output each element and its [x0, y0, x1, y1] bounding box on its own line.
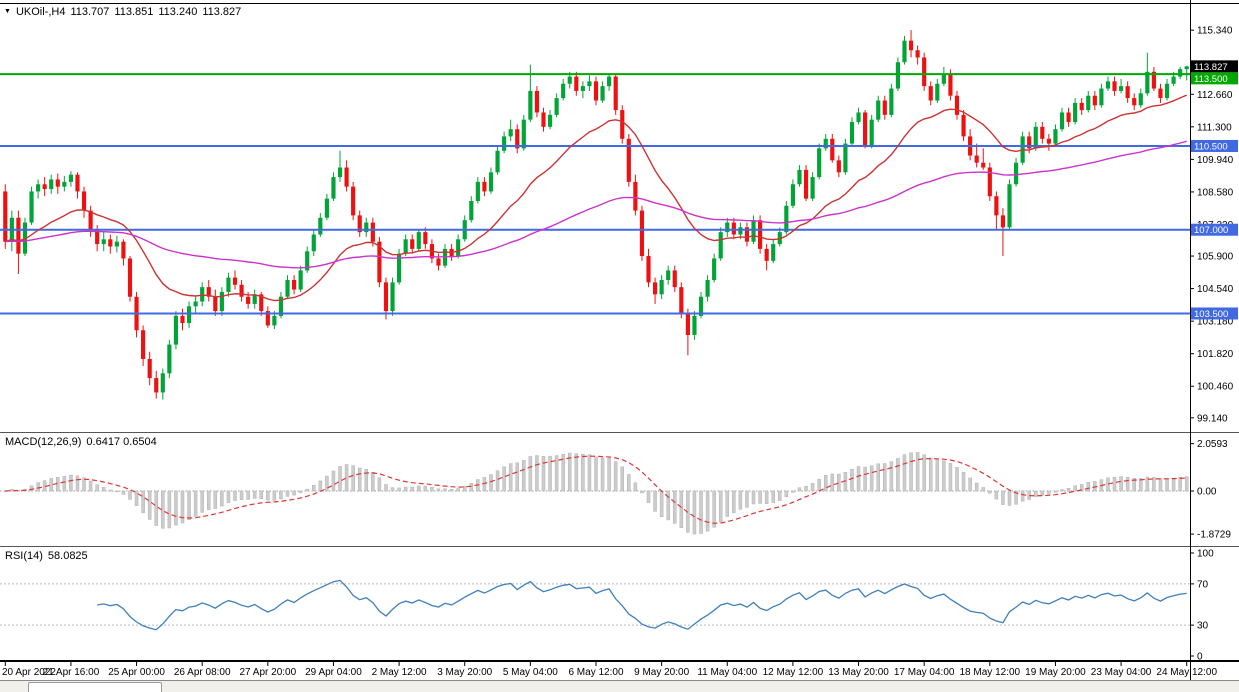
svg-text:5 May 04:00: 5 May 04:00	[503, 667, 558, 678]
svg-text:111.300: 111.300	[1197, 122, 1232, 133]
main-chart-canvas[interactable]: 115.340112.660111.300109.940108.580107.2…	[0, 0, 1239, 432]
ohlc-high: 113.851	[114, 6, 154, 18]
svg-text:27 Apr 20:00: 27 Apr 20:00	[239, 667, 296, 678]
svg-text:-1.8729: -1.8729	[1197, 530, 1231, 541]
svg-text:6 May 12:00: 6 May 12:00	[568, 667, 623, 678]
svg-text:105.900: 105.900	[1197, 252, 1234, 263]
svg-text:104.540: 104.540	[1197, 284, 1234, 295]
svg-text:0.00: 0.00	[1197, 487, 1217, 498]
svg-text:11 May 04:00: 11 May 04:00	[697, 667, 757, 678]
macd-indicator-label: MACD(12,26,9) 0.6417 0.6504	[5, 436, 162, 448]
ma-fast-line	[5, 94, 1187, 302]
svg-text:19 May 20:00: 19 May 20:00	[1025, 667, 1086, 678]
svg-text:2.0593: 2.0593	[1197, 439, 1228, 450]
svg-text:107.000: 107.000	[1194, 225, 1228, 236]
svg-text:13 May 20:00: 13 May 20:00	[828, 667, 889, 678]
svg-text:9 May 20:00: 9 May 20:00	[634, 667, 689, 678]
price-tag	[1191, 139, 1238, 152]
rsi-value: 58.0825	[47, 550, 88, 562]
svg-text:12 May 12:00: 12 May 12:00	[763, 667, 824, 678]
svg-text:3 May 20:00: 3 May 20:00	[437, 667, 492, 678]
svg-text:24 May 12:00: 24 May 12:00	[1156, 667, 1217, 678]
svg-text:18 May 12:00: 18 May 12:00	[960, 667, 1021, 678]
svg-text:20 Apr 2022: 20 Apr 2022	[2, 667, 56, 678]
price-tag	[1191, 223, 1238, 236]
ohlc-low: 113.240	[158, 6, 198, 18]
svg-text:109.940: 109.940	[1197, 155, 1234, 166]
symbol-period: UKOil-,H4	[15, 6, 66, 18]
svg-text:21 Apr 16:00: 21 Apr 16:00	[43, 667, 100, 678]
svg-text:99.140: 99.140	[1197, 413, 1228, 424]
chart-tab-bar	[0, 680, 1239, 692]
svg-text:30: 30	[1197, 621, 1209, 632]
price-tag	[1191, 72, 1238, 85]
macd-signal-line	[5, 455, 1187, 524]
rsi-indicator-label: RSI(14) 58.0825	[5, 550, 93, 562]
candles-layer	[3, 30, 1189, 400]
svg-text:17 May 04:00: 17 May 04:00	[894, 667, 955, 678]
chart-title: ▼ UKOil-,H4 113.707 113.851 113.240 113.827	[4, 6, 246, 18]
svg-text:103.180: 103.180	[1197, 317, 1234, 328]
ohlc-open: 113.707	[70, 6, 110, 18]
svg-text:110.500: 110.500	[1194, 141, 1228, 152]
svg-text:115.340: 115.340	[1197, 26, 1233, 37]
svg-text:113.500: 113.500	[1194, 74, 1228, 85]
ma-slow-line	[5, 140, 1187, 269]
svg-text:26 Apr 08:00: 26 Apr 08:00	[174, 667, 231, 678]
svg-text:2 May 12:00: 2 May 12:00	[372, 667, 427, 678]
macd-values: 0.6417 0.6504	[86, 436, 157, 448]
svg-text:100: 100	[1197, 549, 1214, 560]
svg-text:113.827: 113.827	[1194, 62, 1228, 73]
ohlc-close: 113.827	[202, 6, 242, 18]
svg-text:100.460: 100.460	[1197, 382, 1234, 393]
price-tag	[1191, 307, 1238, 320]
svg-text:112.660: 112.660	[1197, 90, 1233, 101]
svg-text:0: 0	[1197, 652, 1203, 661]
macd-histogram	[3, 452, 1189, 535]
rsi-name: RSI(14)	[5, 550, 43, 562]
rsi-panel-canvas[interactable]: 100 70 30 0	[0, 546, 1239, 660]
svg-text:23 May 04:00: 23 May 04:00	[1091, 667, 1152, 678]
svg-text:70: 70	[1197, 579, 1209, 590]
price-tag	[1191, 60, 1238, 73]
svg-text:25 Apr 00:00: 25 Apr 00:00	[108, 667, 165, 678]
macd-panel-canvas[interactable]: 2.0593 0.00 -1.8729	[0, 432, 1239, 546]
chart-tab[interactable]	[28, 682, 162, 692]
rsi-line	[97, 579, 1187, 631]
svg-text:108.580: 108.580	[1197, 187, 1234, 198]
svg-text:29 Apr 04:00: 29 Apr 04:00	[305, 667, 362, 678]
symbol-marker-icon: ▼	[4, 8, 11, 15]
svg-text:101.820: 101.820	[1197, 349, 1234, 360]
macd-name: MACD(12,26,9)	[5, 436, 82, 448]
svg-text:103.500: 103.500	[1194, 309, 1228, 320]
